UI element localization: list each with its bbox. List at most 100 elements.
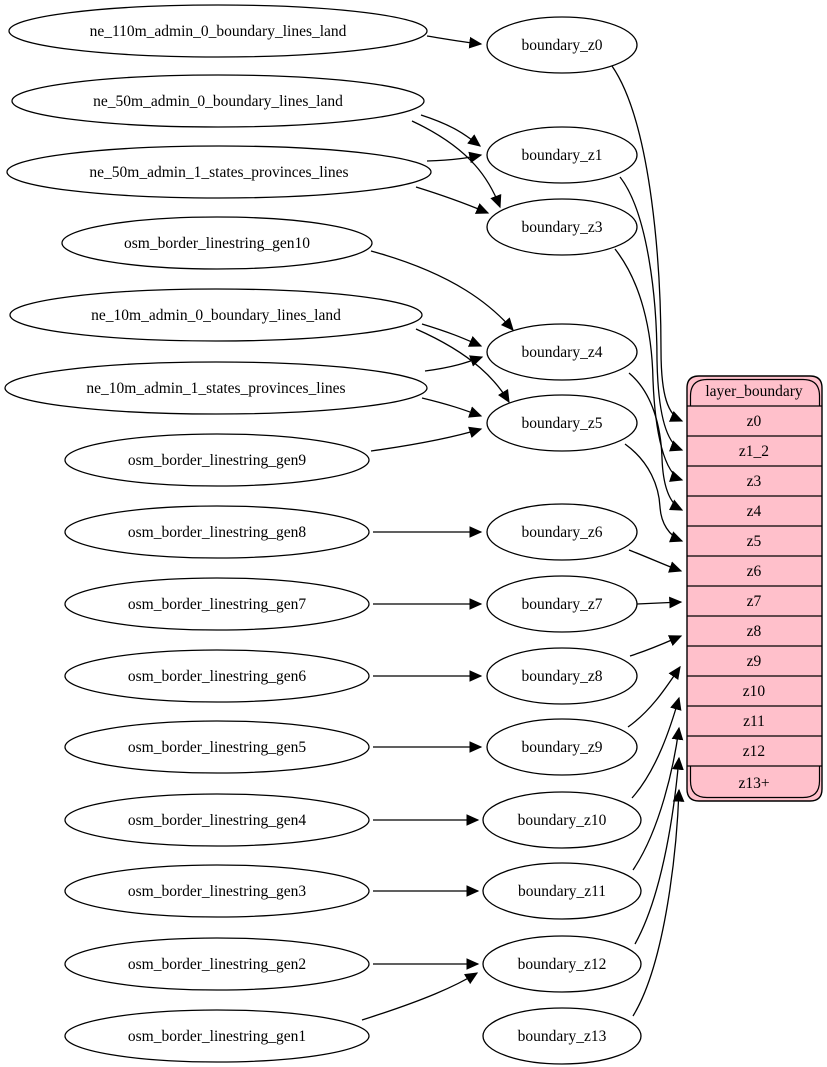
edge-ne50m1-to-boundary_z1 [426,151,483,164]
node-label: boundary_z13 [518,1028,607,1045]
table-row-z0: z0 [747,413,762,430]
edge-boundary_z7-to-row-z7 [636,596,683,609]
node-ellipse [486,647,638,705]
table-header-inner-outline [689,378,821,406]
node-ellipse [486,718,638,776]
node-ellipse [64,793,370,847]
table-row-z9: z9 [747,653,762,670]
node-boundary_z12: boundary_z12 [482,935,642,993]
node-label: ne_50m_admin_0_boundary_lines_land [93,93,343,110]
node-label: osm_border_linestring_gen8 [128,524,306,541]
table-row-z10: z10 [743,683,766,700]
node-ellipse [64,1009,370,1063]
edge-boundary_z0-to-row-z0 [611,65,684,422]
node-boundary_z5: boundary_z5 [486,394,638,452]
node-osm_border_linestring_gen7: osm_border_linestring_gen7 [64,577,370,631]
node-boundary_z7: boundary_z7 [486,575,638,633]
table-row-z3: z3 [747,473,762,490]
node-boundary_z3: boundary_z3 [486,198,638,256]
node-ellipse [486,503,638,561]
node-osm_border_linestring_gen4: osm_border_linestring_gen4 [64,793,370,847]
node-boundary_z10: boundary_z10 [482,791,642,849]
edge-boundary_z12-to-row-z12 [634,756,684,945]
node-label: boundary_z3 [522,219,603,236]
edge-boundary_z4-to-row-z4 [628,372,684,511]
generalized-nodes-layer: boundary_z0 boundary_z1 boundary_z3 boun… [482,16,642,1065]
node-label: boundary_z12 [518,956,607,973]
node-boundary_z4: boundary_z4 [486,323,638,381]
node-label: osm_border_linestring_gen2 [128,956,306,973]
node-ne_10m_admin_1_states_provinces_lines: ne_10m_admin_1_states_provinces_lines [4,361,428,415]
node-boundary_z11: boundary_z11 [482,862,642,920]
node-ellipse [64,649,370,703]
node-ellipse [64,937,370,991]
node-ellipse [486,394,638,452]
node-osm_border_linestring_gen5: osm_border_linestring_gen5 [64,720,370,774]
node-ne_10m_admin_0_boundary_lines_land: ne_10m_admin_0_boundary_lines_land [9,288,423,342]
node-label: osm_border_linestring_gen5 [128,739,306,756]
node-ellipse [482,862,642,920]
node-label: boundary_z1 [522,147,603,164]
table-row-z12: z12 [743,743,765,760]
node-osm_border_linestring_gen6: osm_border_linestring_gen6 [64,649,370,703]
node-boundary_z9: boundary_z9 [486,718,638,776]
node-osm_border_linestring_gen9: osm_border_linestring_gen9 [64,433,370,487]
node-osm_border_linestring_gen10: osm_border_linestring_gen10 [61,216,373,270]
table-row-z5: z5 [747,533,762,550]
node-ellipse [6,145,432,199]
table-row-z8: z8 [747,623,762,640]
edge-ne10m1-to-boundary_z4 [424,355,484,372]
node-ellipse [61,216,373,270]
node-ellipse [486,16,638,74]
edge-boundary_z5-to-row-z5 [624,443,684,543]
node-osm_border_linestring_gen2: osm_border_linestring_gen2 [64,937,370,991]
node-label: ne_10m_admin_0_boundary_lines_land [91,307,341,324]
node-ellipse [486,323,638,381]
node-ellipse [64,864,370,918]
node-label: boundary_z10 [518,812,607,829]
node-ellipse [486,126,638,184]
edge-gen10-to-boundary_z4 [370,250,514,331]
table-row-z1_2: z1_2 [739,443,769,460]
node-osm_border_linestring_gen1: osm_border_linestring_gen1 [64,1009,370,1063]
node-ne_50m_admin_1_states_provinces_lines: ne_50m_admin_1_states_provinces_lines [6,145,432,199]
node-label: boundary_z9 [522,739,603,756]
edge-ne10m1-to-boundary_z5 [421,397,483,418]
node-boundary_z1: boundary_z1 [486,126,638,184]
table-bottom-inner-outline [689,766,821,799]
node-label: ne_110m_admin_0_boundary_lines_land [90,23,347,40]
node-label: osm_border_linestring_gen7 [128,596,306,613]
node-ellipse [4,361,428,415]
node-boundary_z6: boundary_z6 [486,503,638,561]
node-boundary_z0: boundary_z0 [486,16,638,74]
node-label: osm_border_linestring_gen6 [128,668,306,685]
node-label: osm_border_linestring_gen9 [128,452,306,469]
node-label: osm_border_linestring_gen10 [124,235,310,252]
node-boundary_z8: boundary_z8 [486,647,638,705]
node-label: osm_border_linestring_gen3 [128,883,306,900]
source-nodes-layer: ne_110m_admin_0_boundary_lines_land ne_5… [4,4,432,1063]
edge-gen9-to-boundary_z5 [370,426,483,452]
edge-boundary_z10-to-row-z10 [631,696,682,799]
table-row-z6: z6 [747,563,762,580]
node-ellipse [64,433,370,487]
node-ne_110m_admin_0_boundary_lines_land: ne_110m_admin_0_boundary_lines_land [8,4,428,58]
edge-ne10m0-to-boundary_z5 [415,328,510,404]
node-ellipse [8,4,428,58]
node-ellipse [486,198,638,256]
table-row-z4: z4 [747,503,762,520]
edge-gen1-to-boundary_z12 [361,972,479,1021]
node-ellipse [64,505,370,559]
edges-layer [361,35,685,1021]
node-ellipse [482,935,642,993]
edge-boundary_z8-to-row-z8 [629,635,683,657]
edge-ne50m0-to-boundary_z1 [420,114,482,147]
node-ellipse [9,288,423,342]
node-osm_border_linestring_gen8: osm_border_linestring_gen8 [64,505,370,559]
node-ne_50m_admin_0_boundary_lines_land: ne_50m_admin_0_boundary_lines_land [11,74,425,128]
node-ellipse [64,577,370,631]
node-label: ne_10m_admin_1_states_provinces_lines [86,380,345,397]
table-row-z11: z11 [743,713,765,730]
node-osm_border_linestring_gen3: osm_border_linestring_gen3 [64,864,370,918]
